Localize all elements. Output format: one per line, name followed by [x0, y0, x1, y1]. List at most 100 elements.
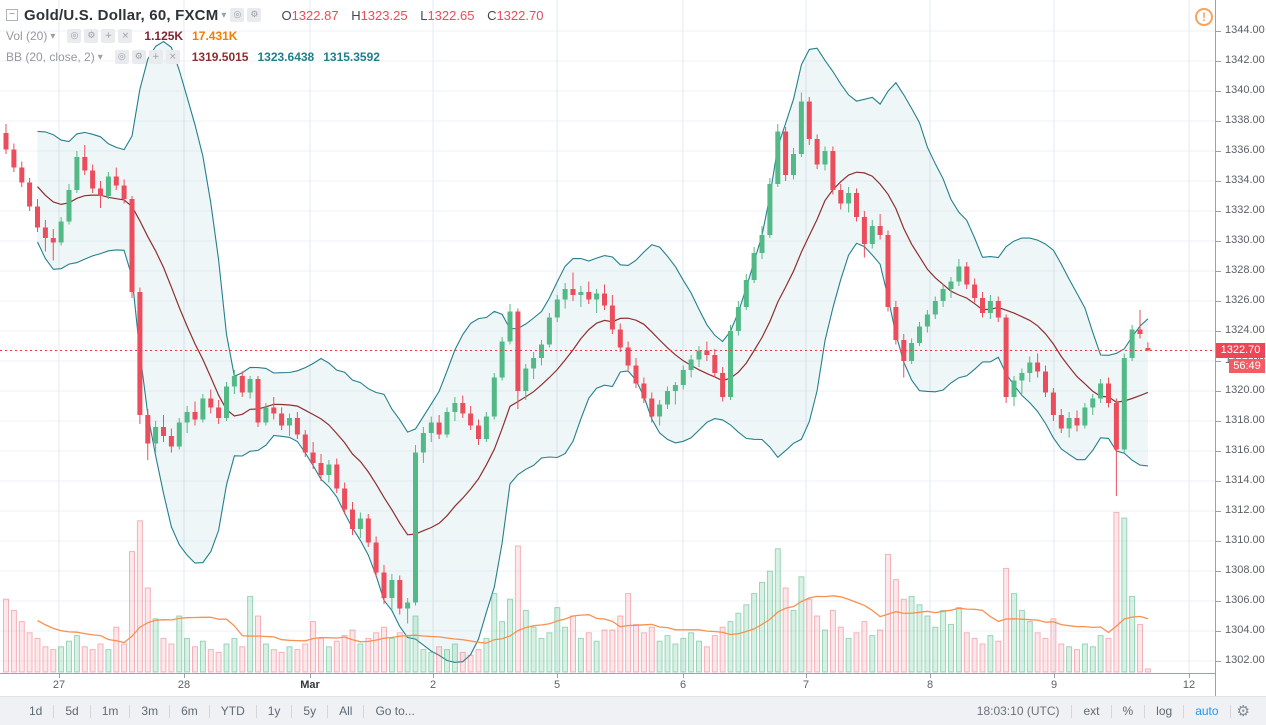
price-axis[interactable]: 1322.70 56:49 1344.00 1342.00 1340.00 1338.…	[1215, 0, 1266, 696]
add-icon[interactable]: +	[148, 50, 163, 64]
price-tick	[1216, 360, 1221, 362]
close-value: 1322.70	[496, 7, 544, 23]
price-tick	[1216, 90, 1221, 92]
range-button-1m[interactable]: 1m	[101, 704, 119, 718]
time-tick-label: Mar	[300, 679, 320, 691]
time-tick-label: 2	[429, 679, 437, 691]
price-tick-label: 1316.00	[1225, 444, 1265, 456]
divider	[291, 704, 293, 718]
time-tick	[557, 674, 558, 678]
price-tick-label: 1308.00	[1225, 564, 1265, 576]
bollinger-bands	[37, 40, 1149, 663]
open-value: 1322.87	[291, 7, 339, 23]
volume-bars	[3, 511, 1151, 673]
price-tick	[1216, 660, 1221, 662]
divider	[89, 704, 91, 718]
price-tick-label: 1310.00	[1225, 534, 1265, 546]
price-tick-label: 1312.00	[1225, 504, 1265, 516]
time-tick	[184, 674, 185, 678]
range-button-all[interactable]: All	[339, 704, 353, 718]
toolbar-right: 18:03:10 (UTC) ext % log auto ⚙	[965, 702, 1256, 720]
log-scale-toggle[interactable]: log	[1156, 704, 1173, 718]
close-icon[interactable]: ×	[118, 29, 133, 43]
price-tick-label: 1338.00	[1225, 114, 1265, 126]
divider	[1071, 704, 1073, 718]
price-tick	[1216, 450, 1221, 452]
time-tick	[806, 674, 807, 678]
divider	[363, 704, 365, 718]
divider	[327, 704, 329, 718]
price-tick-label: 1334.00	[1225, 174, 1265, 186]
bottom-toolbar: 1d 5d 1m 3m 6m YTD 1y 5y All Go to... 18:03:10 (U…	[0, 696, 1266, 725]
bb-indicator-row: BB (20, close, 2) ▾ ◎ ⚙ + × 1319.5015 13…	[6, 47, 543, 67]
price-tick	[1216, 300, 1221, 302]
clock[interactable]: 18:03:10 (UTC)	[976, 704, 1060, 718]
low-value: 1322.65	[427, 7, 475, 23]
chevron-down-icon[interactable]: ▾	[50, 30, 56, 42]
volume-indicator-row: Vol (20) ▾ ◎ ⚙ + × 1.125K 17.431K	[6, 26, 543, 46]
price-tick-label: 1340.00	[1225, 84, 1265, 96]
range-button-ytd[interactable]: YTD	[220, 704, 245, 718]
price-tick	[1216, 330, 1221, 332]
bb-indicator-label[interactable]: BB (20, close, 2)	[6, 50, 95, 64]
divider	[1110, 704, 1112, 718]
range-button-5d[interactable]: 5d	[65, 704, 79, 718]
time-tick-label: 6	[679, 679, 687, 691]
time-axis[interactable]: 27 28 Mar 2 5 6 7 8 9 12	[0, 673, 1215, 696]
hide-icon[interactable]: ◎	[114, 50, 129, 64]
price-tick	[1216, 240, 1221, 242]
auto-scale-toggle[interactable]: auto	[1195, 704, 1219, 718]
close-icon[interactable]: ×	[165, 50, 180, 64]
hide-icon[interactable]: ◎	[230, 8, 245, 22]
price-chart-canvas[interactable]	[0, 0, 1216, 673]
gear-icon[interactable]: ⚙	[1236, 702, 1250, 720]
range-button-1y[interactable]: 1y	[267, 704, 281, 718]
divider	[129, 704, 131, 718]
add-icon[interactable]: +	[101, 29, 116, 43]
divider	[169, 704, 171, 718]
price-tick	[1216, 510, 1221, 512]
time-tick-label: 9	[1050, 679, 1058, 691]
volume-current-value: 1.125K	[144, 29, 184, 43]
price-tick-label: 1320.00	[1225, 384, 1265, 396]
price-tick	[1216, 570, 1221, 572]
volume-ma-line	[37, 595, 1149, 644]
price-tick	[1216, 30, 1221, 32]
settings-icon[interactable]: ⚙	[247, 8, 262, 22]
price-tick-label: 1302.00	[1225, 654, 1265, 666]
chevron-down-icon[interactable]: ▾	[97, 51, 103, 63]
time-tick	[683, 674, 684, 678]
price-tick-label: 1318.00	[1225, 414, 1265, 426]
range-button-5y[interactable]: 5y	[303, 704, 317, 718]
volume-indicator-label[interactable]: Vol (20)	[6, 29, 48, 43]
settings-icon[interactable]: ⚙	[84, 29, 99, 43]
alert-icon[interactable]: !	[1195, 8, 1213, 26]
hide-icon[interactable]: ◎	[67, 29, 82, 43]
goto-date-button[interactable]: Go to...	[375, 704, 415, 718]
price-tick-label: 1344.00	[1225, 24, 1265, 36]
range-button-3m[interactable]: 3m	[141, 704, 159, 718]
price-tick-label: 1332.00	[1225, 204, 1265, 216]
price-tick-label: 1326.00	[1225, 294, 1265, 306]
price-tick-label: 1306.00	[1225, 594, 1265, 606]
time-tick	[310, 674, 311, 678]
ohlc-readout: O1322.87 H1323.25 L1322.65 C1322.70	[272, 8, 543, 23]
time-tick	[930, 674, 931, 678]
chevron-down-icon[interactable]: ▾	[221, 9, 227, 21]
divider	[53, 704, 55, 718]
time-tick	[1054, 674, 1055, 678]
range-button-6m[interactable]: 6m	[181, 704, 198, 718]
bb-lower-value: 1315.3592	[323, 50, 380, 64]
price-tick-label: 1324.00	[1225, 324, 1265, 336]
time-tick	[433, 674, 434, 678]
chart-legend: − Gold/U.S. Dollar, 60, FXCM ▾ ◎ ⚙ O1322…	[6, 5, 543, 68]
percent-scale-toggle[interactable]: %	[1122, 704, 1134, 718]
range-button-1d[interactable]: 1d	[29, 704, 43, 718]
bar-countdown-badge: 56:49	[1229, 358, 1265, 373]
settings-icon[interactable]: ⚙	[131, 50, 146, 64]
time-tick-label: 27	[52, 679, 66, 691]
extended-hours-toggle[interactable]: ext	[1083, 704, 1100, 718]
time-tick	[59, 674, 60, 678]
symbol-title[interactable]: Gold/U.S. Dollar, 60, FXCM	[24, 6, 219, 24]
collapse-pane-icon[interactable]: −	[6, 9, 18, 21]
